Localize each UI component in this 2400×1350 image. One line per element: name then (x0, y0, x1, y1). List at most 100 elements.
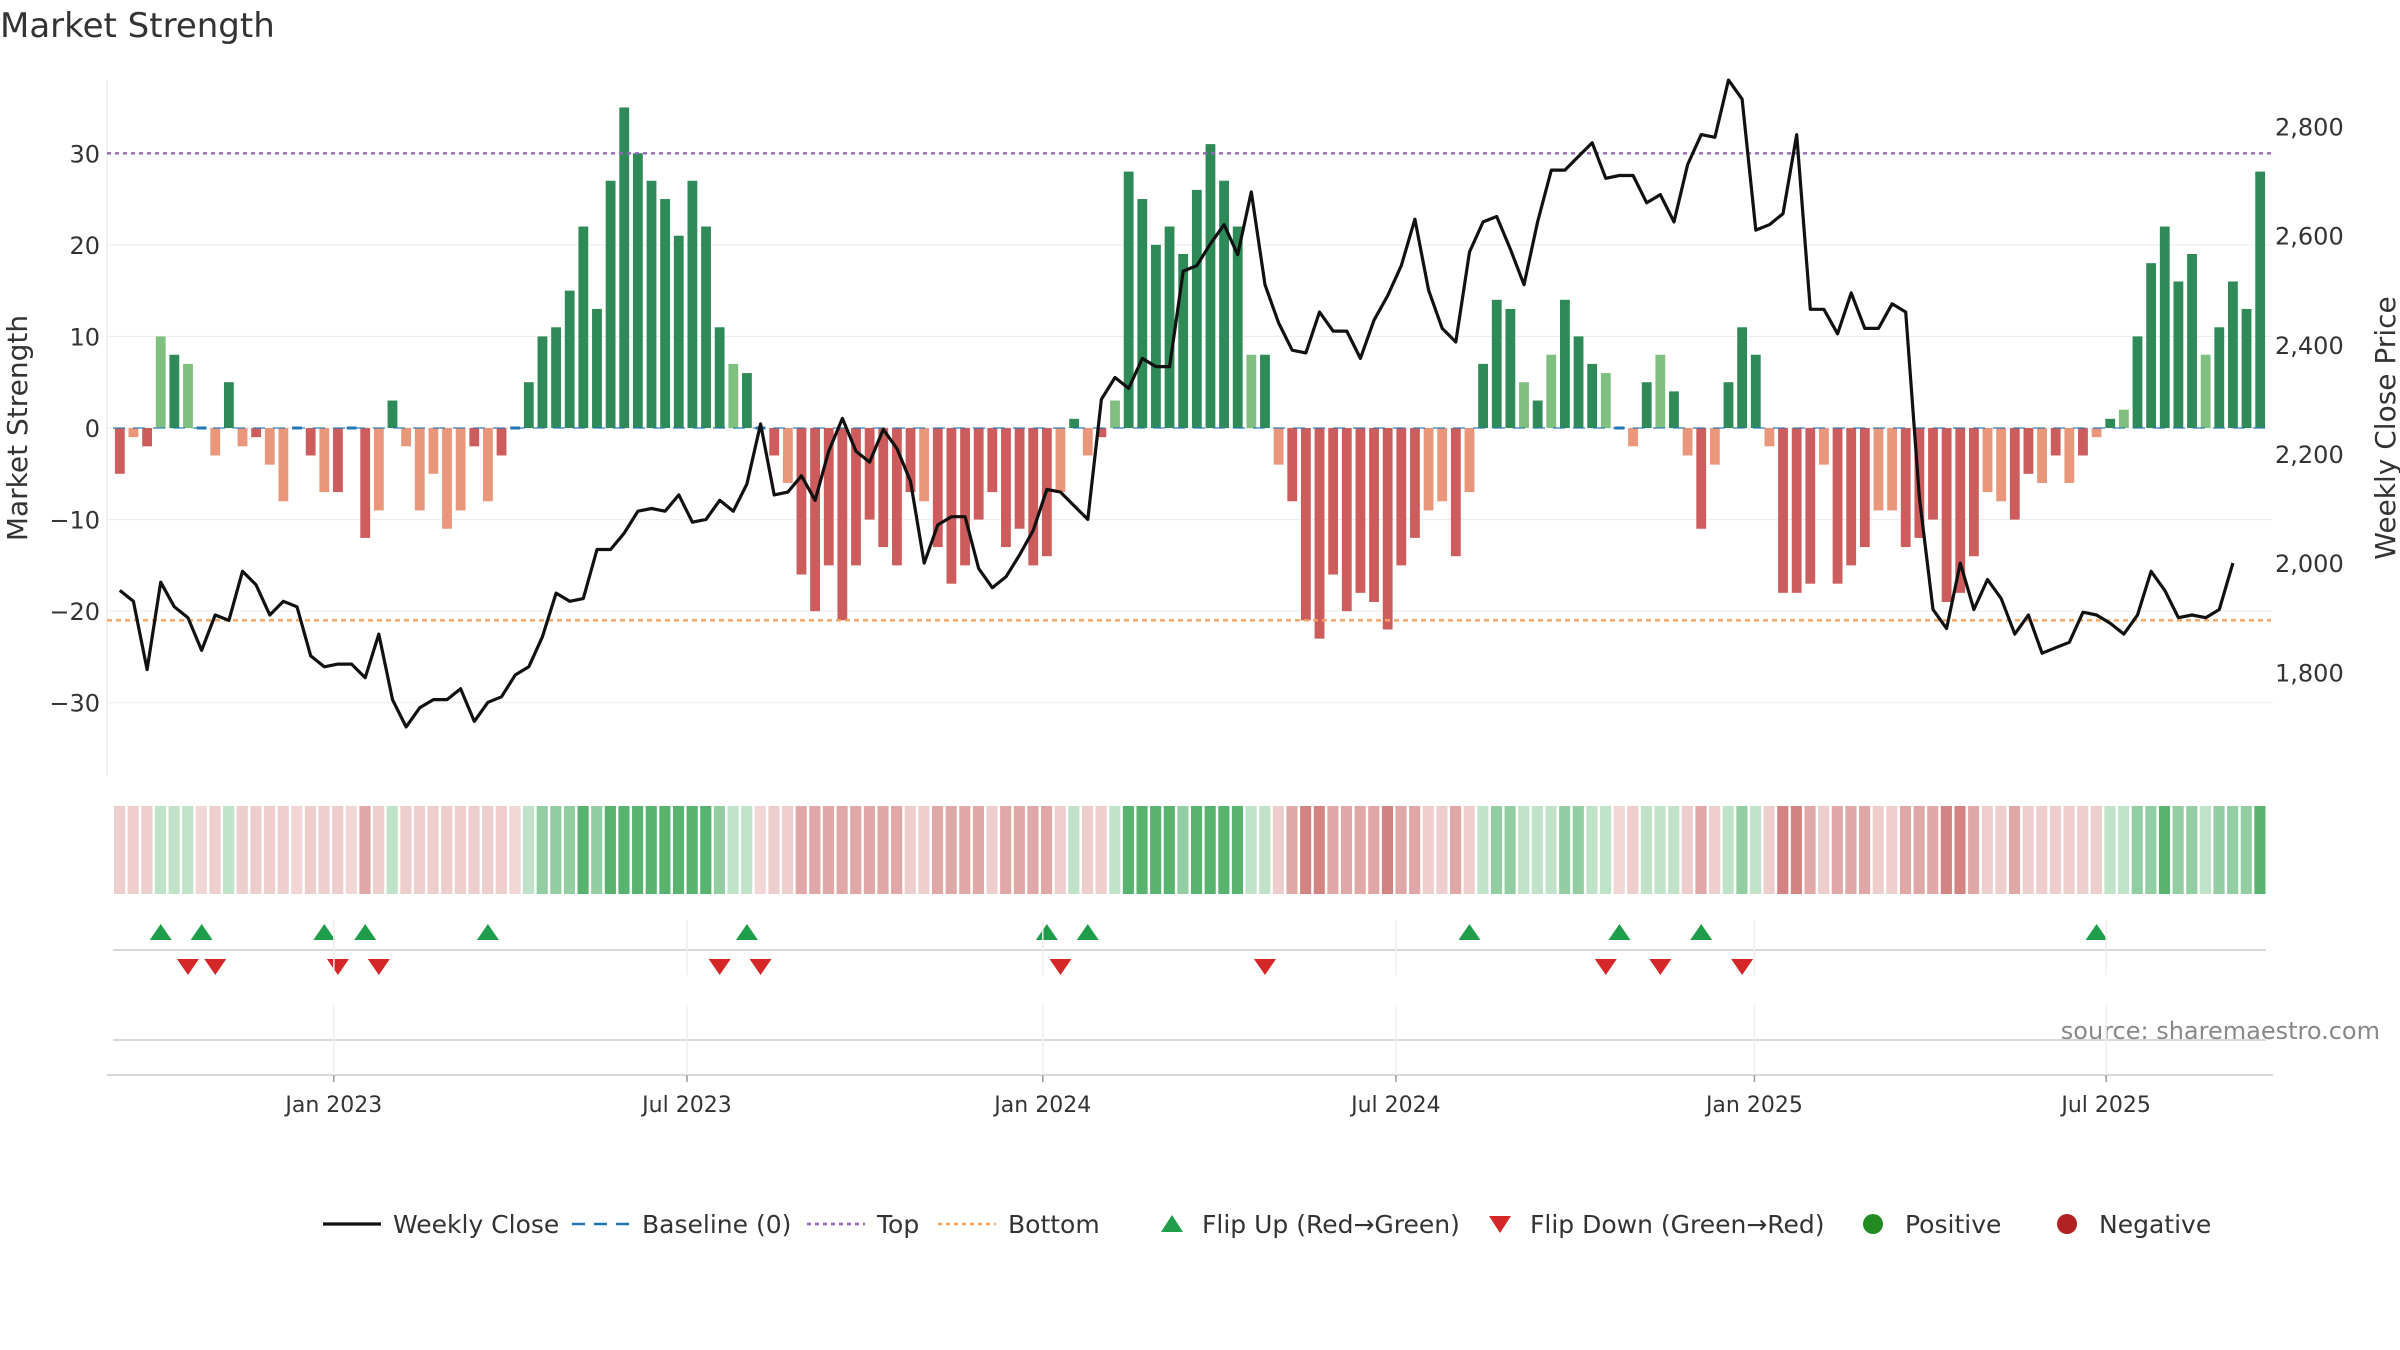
strength-bar (592, 308, 602, 428)
strength-bar (1750, 354, 1761, 428)
strength-bar (360, 428, 371, 538)
strip-cell (1300, 806, 1312, 894)
strength-bar (1246, 354, 1257, 428)
strip-cell (1804, 806, 1816, 894)
strength-bar (728, 363, 739, 428)
strip-cell (1954, 806, 1966, 894)
flip-down-marker (1594, 959, 1617, 975)
strip-cell (413, 806, 426, 894)
strip-cell (1818, 806, 1830, 894)
strength-bar (482, 428, 493, 502)
strip-cell (782, 806, 794, 894)
strength-bar (469, 428, 480, 447)
flip-down-marker (176, 959, 199, 975)
flip-up-marker (149, 924, 172, 940)
strength-bar (1123, 171, 1134, 428)
strip-cell (604, 806, 616, 894)
flip-down-marker (749, 959, 772, 975)
strip-cell (1395, 806, 1407, 894)
strip-cell (1218, 806, 1230, 894)
strip-cell (2254, 806, 2266, 894)
strength-bar (905, 428, 916, 493)
x-tick-label: Jul 2023 (640, 1093, 732, 1118)
strip-cell (822, 806, 835, 894)
right-tick-label: 2,800 (2275, 113, 2344, 141)
strip-cell (1109, 806, 1121, 894)
strength-bar (305, 428, 316, 456)
strength-bar (1028, 428, 1039, 566)
strip-cell (1599, 806, 1612, 894)
strength-bar (1709, 428, 1720, 465)
strip-cell (1477, 806, 1489, 894)
strength-bar (1696, 428, 1707, 529)
strip-cell (1450, 806, 1462, 894)
strength-bar (210, 428, 221, 456)
flip-up-marker (1690, 924, 1713, 940)
strength-bar (1450, 428, 1461, 557)
strip-cell (1968, 806, 1980, 894)
strength-bar (1519, 382, 1529, 428)
strength-bar (1859, 428, 1870, 548)
strength-bar (1328, 428, 1339, 575)
strength-bar (823, 428, 834, 566)
right-tick-label: 2,200 (2275, 441, 2344, 469)
strip-cell (550, 806, 562, 894)
strength-bar (537, 336, 548, 428)
strip-cell (2158, 806, 2171, 894)
strip-cell (1981, 806, 1993, 894)
strength-bar (183, 363, 193, 428)
strip-cell (2131, 806, 2143, 894)
strength-bar (2064, 428, 2075, 483)
strip-cell (1545, 806, 1557, 894)
strength-bar (1491, 299, 1502, 428)
strip-cell (2049, 806, 2062, 894)
flip-down-marker (1649, 959, 1672, 975)
strength-bar (1260, 354, 1270, 428)
strength-bar (373, 428, 384, 511)
strip-cell (1722, 806, 1734, 894)
strip-cell (754, 806, 766, 894)
left-tick-label: 10 (69, 323, 100, 351)
strip-cell (1913, 806, 1925, 894)
strip-cell (741, 806, 753, 894)
strip-cell (482, 806, 494, 894)
source-note: source: sharemaestro.com (2061, 1017, 2380, 1045)
flip-up-marker (1035, 924, 1058, 940)
strip-cell (1068, 806, 1080, 894)
strength-bar (1164, 226, 1175, 428)
strength-bar (1137, 199, 1148, 428)
strip-cell (1763, 806, 1775, 894)
chart-title: Market Strength (0, 6, 275, 46)
strip-cell (127, 806, 139, 894)
flip-markers (113, 924, 2266, 1041)
strip-cell (1709, 806, 1721, 894)
strip-cell (672, 806, 685, 894)
strip-cell (2172, 806, 2184, 894)
strength-bar (1273, 428, 1284, 465)
strength-bar (701, 226, 711, 428)
strength-bar (1191, 189, 1202, 428)
strip-cell (291, 806, 303, 894)
strip-cell (1191, 806, 1203, 894)
strength-bar (1464, 428, 1475, 493)
strength-bar (1669, 391, 1679, 428)
strip-cell (1436, 806, 1448, 894)
strength-bar (1600, 373, 1611, 428)
strip-cell (2104, 806, 2116, 894)
strength-bar (851, 428, 861, 566)
strength-bar (2023, 428, 2034, 474)
strength-bar (1791, 428, 1802, 593)
left-tick-label: 0 (85, 415, 100, 443)
flip-up-marker (313, 924, 336, 940)
strip-cell (223, 806, 235, 894)
strip-cell (1422, 806, 1434, 894)
strength-bar (796, 428, 807, 575)
strength-bar (1069, 418, 1080, 428)
strength-bar (264, 428, 275, 465)
strength-bar (169, 354, 180, 428)
strength-bar (1587, 363, 1598, 428)
strip-cell (209, 806, 221, 894)
strength-bar (496, 428, 507, 456)
strength-bar (578, 226, 589, 428)
strength-bar (1382, 428, 1393, 630)
